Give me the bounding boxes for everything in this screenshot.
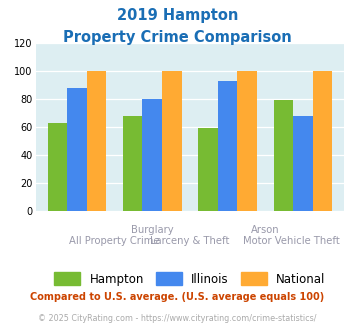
Text: Property Crime Comparison: Property Crime Comparison: [63, 30, 292, 45]
Bar: [198, 128, 218, 211]
Bar: [87, 71, 106, 211]
Text: Arson: Arson: [251, 225, 280, 235]
Bar: [67, 88, 87, 211]
Text: Larceny & Theft: Larceny & Theft: [150, 236, 230, 247]
Text: All Property Crime: All Property Crime: [69, 236, 160, 247]
Text: Burglary: Burglary: [131, 225, 174, 235]
Legend: Hampton, Illinois, National: Hampton, Illinois, National: [50, 268, 330, 290]
Bar: [123, 116, 142, 211]
Bar: [274, 100, 293, 211]
Text: Motor Vehicle Theft: Motor Vehicle Theft: [243, 236, 340, 247]
Bar: [48, 123, 67, 211]
Bar: [142, 99, 162, 211]
Bar: [293, 116, 313, 211]
Bar: [218, 81, 237, 211]
Bar: [313, 71, 332, 211]
Text: © 2025 CityRating.com - https://www.cityrating.com/crime-statistics/: © 2025 CityRating.com - https://www.city…: [38, 314, 317, 323]
Bar: [162, 71, 182, 211]
Text: 2019 Hampton: 2019 Hampton: [117, 8, 238, 23]
Bar: [237, 71, 257, 211]
Text: Compared to U.S. average. (U.S. average equals 100): Compared to U.S. average. (U.S. average …: [31, 292, 324, 302]
